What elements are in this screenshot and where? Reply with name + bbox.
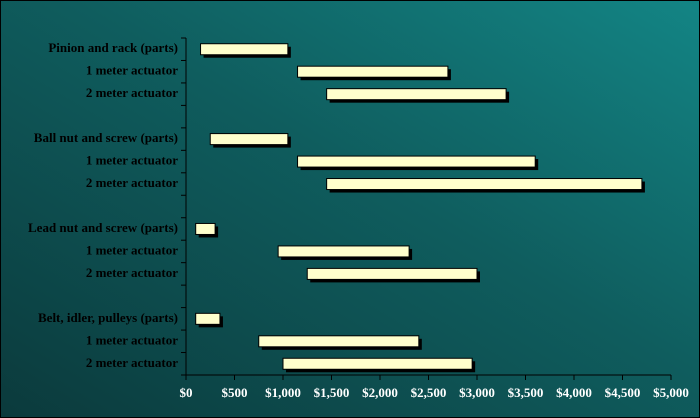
bar <box>297 65 449 78</box>
y-tick-label: Ball nut and screw (parts) <box>34 130 178 145</box>
x-tick-label: $2,000 <box>362 385 398 400</box>
bar <box>282 357 473 370</box>
x-tick-label: $3,500 <box>508 385 544 400</box>
x-tick-label: $3,000 <box>459 385 495 400</box>
y-tick-label: 1 meter actuator <box>86 242 178 257</box>
x-tick-label: $2,500 <box>411 385 447 400</box>
bar <box>326 88 507 101</box>
x-tick-label: $4,000 <box>556 385 592 400</box>
bar <box>297 155 536 168</box>
bar <box>277 245 410 258</box>
y-tick-label: 1 meter actuator <box>86 153 178 168</box>
x-tick-label: $5,000 <box>653 385 689 400</box>
bar <box>195 222 216 235</box>
bar <box>326 178 643 191</box>
y-tick-label: 1 meter actuator <box>86 63 178 78</box>
bar <box>200 43 289 56</box>
y-tick-label: Pinion and rack (parts) <box>48 40 178 55</box>
x-tick-label: $4,500 <box>605 385 641 400</box>
bar <box>209 133 289 146</box>
x-tick-label: $500 <box>222 385 248 400</box>
y-tick-label: 2 meter actuator <box>86 175 178 190</box>
y-tick-label: 1 meter actuator <box>86 332 178 347</box>
x-tick-label: $1,500 <box>314 385 350 400</box>
bar <box>195 312 221 325</box>
bar <box>258 335 420 348</box>
x-tick-label: $0 <box>180 385 193 400</box>
y-tick-label: 2 meter actuator <box>86 265 178 280</box>
y-tick-label: 2 meter actuator <box>86 85 178 100</box>
y-tick-label: Lead nut and screw (parts) <box>28 220 178 235</box>
y-tick-label: 2 meter actuator <box>86 355 178 370</box>
x-tick-label: $1,000 <box>265 385 301 400</box>
bar <box>306 267 478 280</box>
y-tick-label: Belt, idler, pulleys (parts) <box>38 310 178 325</box>
